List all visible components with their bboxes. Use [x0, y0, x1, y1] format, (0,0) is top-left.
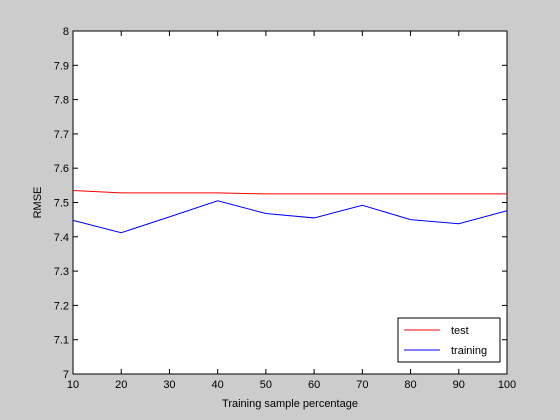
plot-area [72, 30, 508, 375]
y-axis-ticks: 7 7.1 7.2 7.3 7.4 7.5 7.6 7.7 7.8 7.9 8 [54, 26, 507, 381]
y-tick-label: 7.2 [54, 300, 69, 312]
y-tick-label: 7.4 [54, 232, 69, 244]
series-lines [72, 189, 508, 234]
y-tick-label: 7.1 [54, 335, 69, 347]
x-tick-label: 70 [356, 379, 368, 391]
x-tick-label: 80 [404, 379, 416, 391]
x-tick-label: 20 [115, 379, 127, 391]
y-tick-label: 7.7 [54, 129, 69, 141]
x-tick-label: 50 [260, 379, 272, 391]
y-tick-label: 7.3 [54, 266, 69, 278]
x-tick-label: 40 [212, 379, 224, 391]
legend-label-training: training [451, 345, 487, 357]
series-line-test [72, 189, 507, 195]
x-tick-label: 90 [453, 379, 465, 391]
legend-label-test: test [451, 325, 469, 337]
legend-box [397, 317, 501, 363]
x-tick-label: 60 [308, 379, 320, 391]
y-tick-label: 7 [63, 369, 69, 381]
legend: test training [397, 317, 501, 363]
series-line-training [72, 200, 508, 234]
y-tick-label: 7.9 [54, 60, 69, 72]
y-tick-label: 7.8 [54, 95, 69, 107]
y-tick-label: 8 [63, 26, 69, 38]
y-tick-label: 7.5 [54, 198, 69, 210]
x-tick-label: 10 [67, 379, 79, 391]
x-axis-label: Training sample percentage [222, 398, 358, 410]
x-tick-label: 30 [163, 379, 175, 391]
x-tick-label: 100 [498, 379, 516, 391]
y-tick-label: 7.6 [54, 163, 69, 175]
x-axis-ticks: 10 20 30 40 50 60 70 80 90 100 [67, 31, 516, 391]
y-axis-label: RMSE [32, 187, 44, 219]
